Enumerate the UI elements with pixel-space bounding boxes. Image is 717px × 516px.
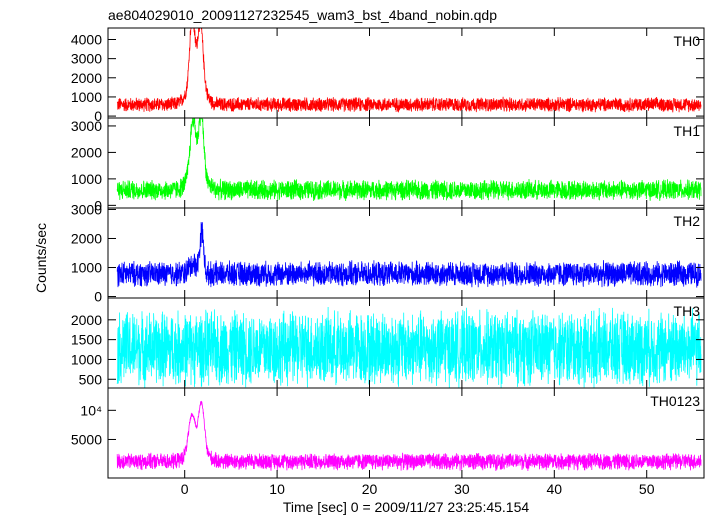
y-tick-label: 1000 — [71, 171, 102, 187]
y-tick-label: 1000 — [71, 260, 102, 276]
series-line-th3 — [116, 306, 702, 389]
y-tick-label: 0 — [94, 289, 102, 305]
panel-frame — [107, 387, 705, 479]
x-axis: 0 10 20 30 40 50 — [181, 481, 655, 497]
y-tick-label: 2000 — [71, 144, 102, 160]
y-tick-label: 2000 — [71, 312, 102, 328]
panel-label-th2: TH2 — [674, 213, 701, 229]
x-tick-label: 10 — [269, 481, 285, 497]
x-tick-label: 40 — [547, 481, 563, 497]
panel-label-th0123: TH0123 — [650, 393, 700, 409]
y-tick-label: 3000 — [71, 201, 102, 217]
x-axis-label: Time [sec] 0 = 2009/11/27 23:25:45.154 — [283, 499, 530, 515]
y-tick-label: 1000 — [71, 89, 102, 105]
series-line-th2 — [116, 222, 702, 288]
y-tick-label: 3000 — [71, 51, 102, 67]
y-tick-label: 1000 — [71, 351, 102, 367]
y-tick-label: 500 — [79, 371, 103, 387]
y-axis-label: Counts/sec — [33, 223, 49, 293]
panels-group: 0 1000 2000 3000 4000 TH0 0 1000 2000 3000 TH1 0 100… — [71, 27, 705, 479]
x-tick-label: 0 — [181, 481, 189, 497]
panel-label-th3: TH3 — [674, 303, 701, 319]
y-tick-label: 10⁴ — [80, 402, 102, 418]
y-tick-label: 1500 — [71, 332, 102, 348]
x-tick-label: 30 — [454, 481, 470, 497]
y-tick-label: 0 — [94, 197, 102, 213]
panel-label-th1: TH1 — [674, 123, 701, 139]
y-tick-label: 0 — [94, 108, 102, 124]
y-tick-label: 5000 — [71, 431, 102, 447]
panel-label-th0: TH0 — [674, 33, 701, 49]
x-tick-label: 20 — [362, 481, 378, 497]
series-line-th1 — [116, 117, 702, 202]
series-line-th0 — [116, 27, 702, 113]
y-tick-label: 2000 — [71, 70, 102, 86]
x-tick-label: 50 — [639, 481, 655, 497]
y-tick-label: 2000 — [71, 230, 102, 246]
y-tick-label: 3000 — [71, 118, 102, 134]
series-line-th0123 — [116, 400, 702, 472]
y-tick-label: 4000 — [71, 31, 102, 47]
chart-title: ae804029010_20091127232545_wam3_bst_4ban… — [108, 7, 497, 23]
